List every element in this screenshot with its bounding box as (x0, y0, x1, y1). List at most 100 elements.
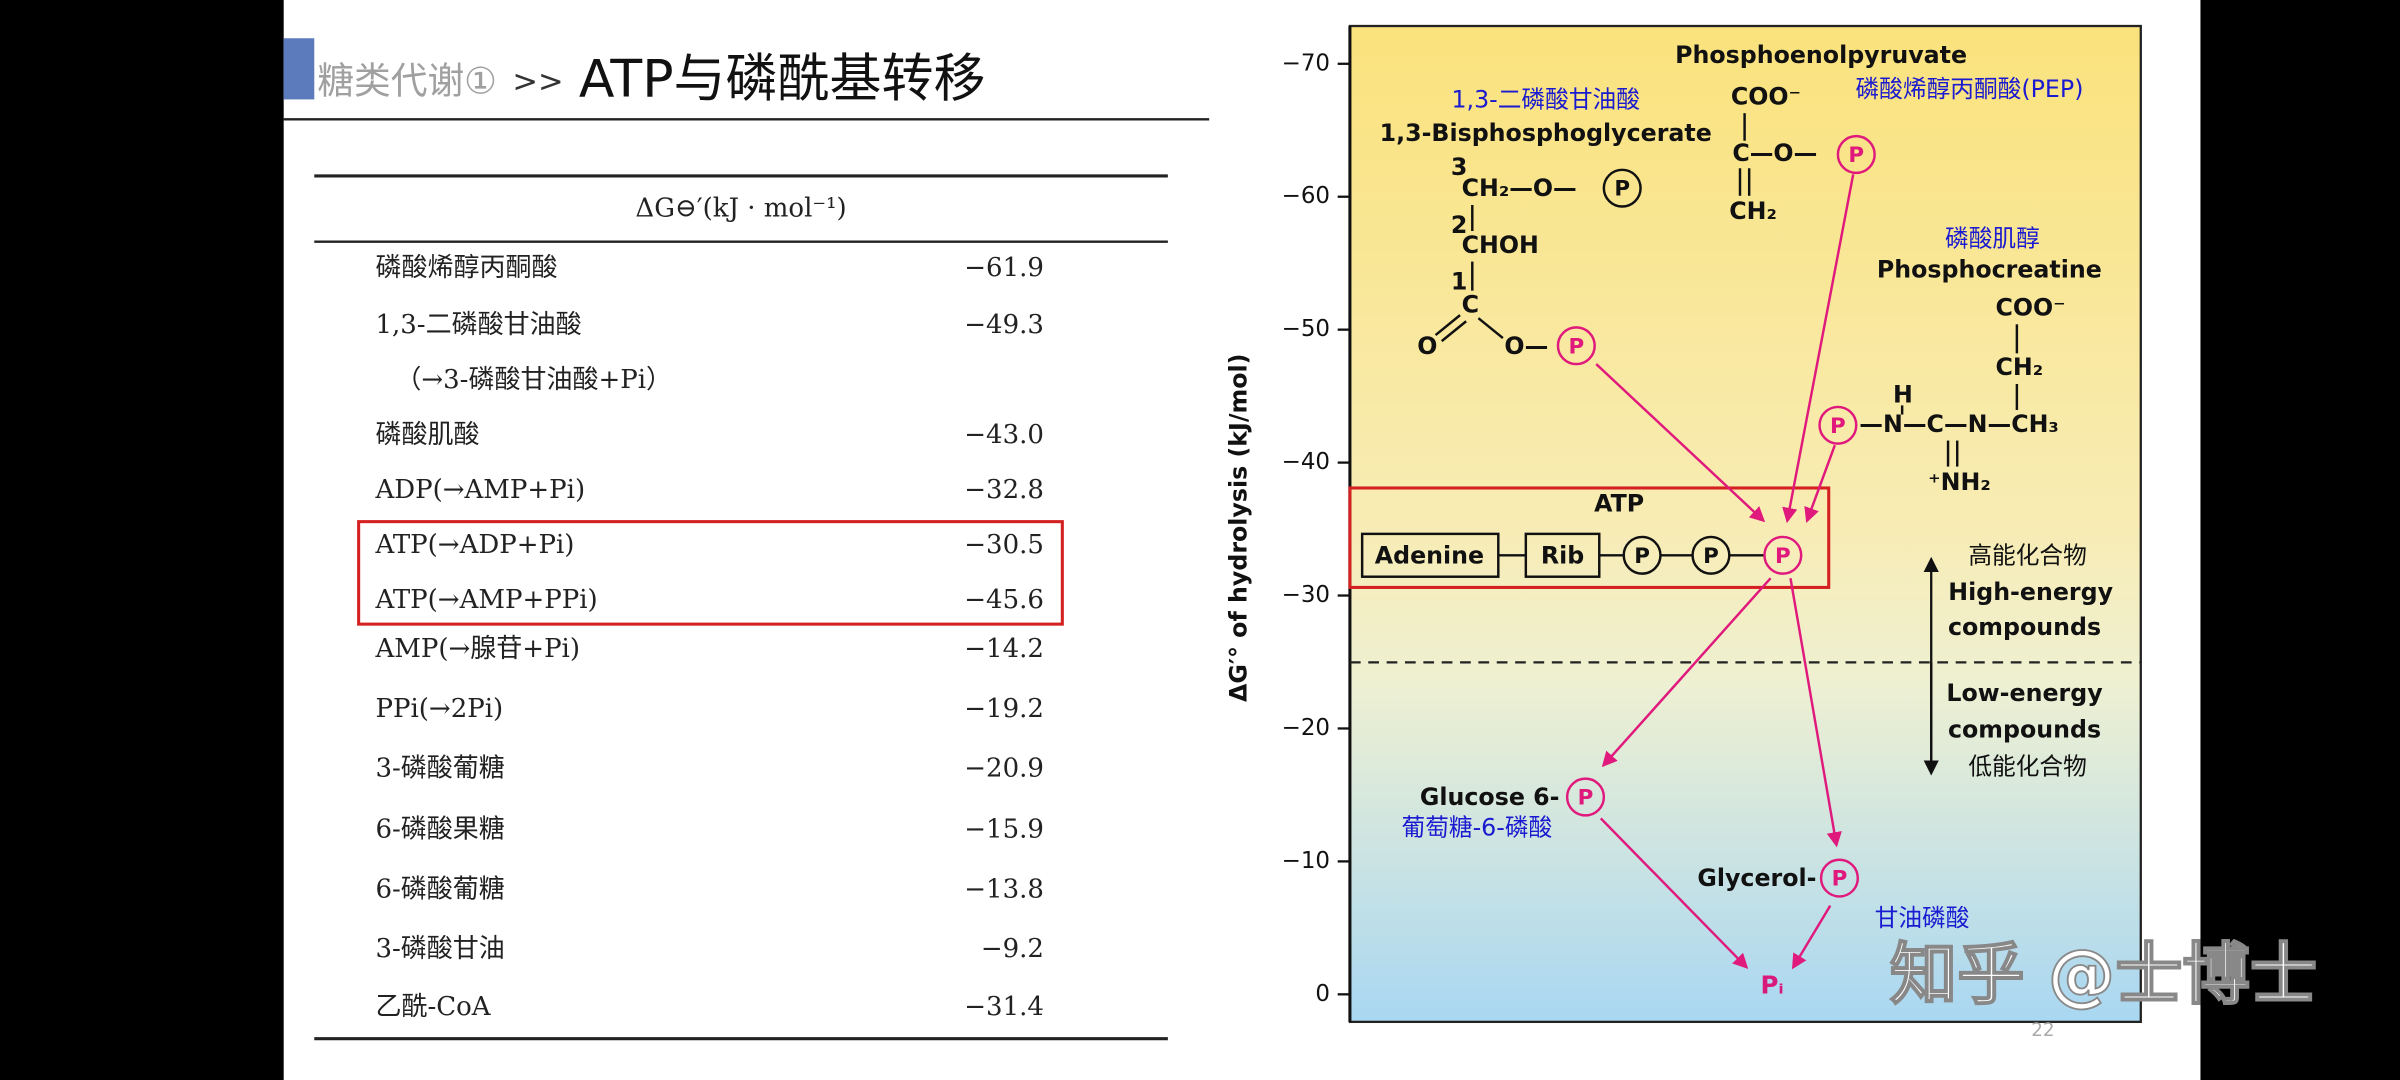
row-name: 1,3-二磷酸甘油酸 (375, 310, 581, 340)
atoms: CH₂ (1995, 353, 2043, 381)
row-name: AMP(→腺苷+Pi) (374, 634, 580, 664)
atoms: C—O— (1732, 139, 1817, 167)
row-value: −14.2 (964, 634, 1044, 664)
row-value: −32.8 (964, 475, 1044, 505)
atoms: H (1893, 381, 1913, 409)
label: Pᵢ (1760, 971, 1783, 1000)
bonds (1434, 113, 2019, 557)
y-tick-label: −60 (1282, 183, 1330, 209)
label: Adenine (1375, 541, 1484, 569)
phosphate: P (1614, 177, 1630, 202)
phosphate: P (1634, 544, 1650, 569)
phosphate-circle (1818, 405, 1858, 445)
row-value: −19.2 (964, 694, 1044, 724)
atoms: ⁺NH₂ (1928, 468, 1991, 496)
phosphate-circle (1836, 134, 1876, 175)
row-name: 3-磷酸甘油 (375, 934, 504, 964)
separator: >> (512, 64, 563, 99)
label: Phosphoenolpyruvate (1675, 41, 1967, 69)
row-name: 3-磷酸葡糖 (375, 753, 504, 783)
row-value: −30.5 (964, 530, 1044, 560)
phosphate-circle (1565, 777, 1606, 817)
row-value: −20.9 (964, 753, 1044, 783)
phosphate-circle (1556, 326, 1596, 366)
section: 糖类代谢① (317, 59, 497, 102)
atp-box (1348, 486, 1831, 589)
atoms: CHOH (1462, 231, 1539, 259)
ribose-box (1524, 532, 1601, 578)
row-value: −15.9 (964, 815, 1044, 845)
axis-label: ΔG′° of hydrolysis (kJ/mol) (1224, 354, 1252, 702)
phosphate: P (1703, 544, 1719, 569)
label-cn: 磷酸肌醇 (1945, 225, 2040, 253)
label-cn: 甘油磷酸 (1875, 904, 1970, 932)
figure: ΔG′° of hydrolysis (kJ/mol) 1,3-二磷酸甘油酸 1… (1224, 24, 2142, 1024)
table-header: ΔG⊖′(kJ · mol⁻¹) (635, 194, 846, 224)
row-name: PPi(→2Pi) (375, 694, 503, 724)
y-tick-label: −40 (1282, 449, 1330, 475)
highlight-box (357, 520, 1064, 626)
label: Rib (1541, 541, 1584, 569)
title: ATP与磷酰基转移 (579, 50, 986, 110)
label-cn: 1,3-二磷酸甘油酸 (1451, 85, 1639, 113)
panel (1348, 24, 2142, 1024)
y-tick-label: −10 (1282, 848, 1330, 874)
row-value: −9.2 (981, 934, 1044, 964)
y-tick-label: 0 (1315, 981, 1330, 1007)
phosphate-circle (1819, 858, 1860, 898)
adenine-box (1360, 532, 1500, 578)
row-value: −61.9 (964, 253, 1044, 283)
label: High-energy (1948, 578, 2113, 606)
row-value: −31.4 (964, 992, 1044, 1022)
y-tick-label: −20 (1282, 715, 1330, 741)
atoms: COO⁻ (1731, 82, 1801, 110)
phosphate-circle (1763, 535, 1803, 575)
label: Phosphocreatine (1877, 255, 2102, 283)
atoms: COO⁻ (1995, 294, 2065, 322)
label: compounds (1948, 613, 2101, 641)
phosphate: P (1578, 786, 1594, 811)
label: ATP (1594, 489, 1644, 517)
row-name: 乙酰-CoA (375, 992, 491, 1022)
phosphate: P (1830, 414, 1846, 439)
row-name: 6-磷酸葡糖 (375, 874, 504, 904)
label: Glucose 6- (1420, 783, 1560, 811)
label: Low-energy (1946, 679, 2103, 707)
label: compounds (1948, 716, 2101, 744)
page-number: 22 (2031, 1020, 2054, 1041)
phosphate: P (1848, 143, 1864, 168)
row-value: −49.3 (964, 310, 1044, 340)
atom-number: 2 (1451, 211, 1468, 239)
header: 糖类代谢① >> ATP与磷酰基转移 (317, 50, 985, 110)
accent (283, 38, 315, 100)
label-cn: 磷酸烯醇丙酮酸(PEP) (1855, 75, 2083, 103)
atoms: —N—C—N—CH₃ (1859, 410, 2059, 438)
row-name: 6-磷酸果糖 (375, 815, 504, 845)
label: Glycerol- (1697, 864, 1816, 892)
arrows (1595, 174, 1855, 970)
phosphate-circle (1602, 168, 1642, 208)
label-cn: 低能化合物 (1968, 752, 2087, 780)
row-name: ADP(→AMP+Pi) (374, 475, 585, 505)
label-cn: 葡萄糖-6-磷酸 (1402, 814, 1553, 842)
atom-number: 3 (1451, 153, 1468, 181)
row-value: −45.6 (964, 585, 1044, 615)
atoms: O (1417, 332, 1437, 360)
y-tick-label: −30 (1282, 582, 1330, 608)
atom-number: 1 (1451, 268, 1468, 296)
label: 1,3-Bisphosphoglycerate (1380, 119, 1712, 147)
phosphate: P (1832, 867, 1848, 892)
watermark: 知乎 @士博士 (1890, 936, 2317, 1014)
row-value: −43.0 (964, 420, 1044, 450)
y-tick-label: −70 (1282, 50, 1330, 76)
row-name: ATP(→AMP+PPi) (374, 585, 597, 615)
phosphate-circle (1691, 535, 1731, 575)
atoms: CH₂ (1729, 197, 1777, 225)
row-name: 磷酸烯醇丙酮酸 (375, 253, 557, 283)
row-value: −13.8 (964, 874, 1044, 904)
label-cn: 高能化合物 (1968, 541, 2087, 569)
y-tick-label: −50 (1282, 316, 1330, 342)
phosphate: P (1568, 334, 1584, 359)
